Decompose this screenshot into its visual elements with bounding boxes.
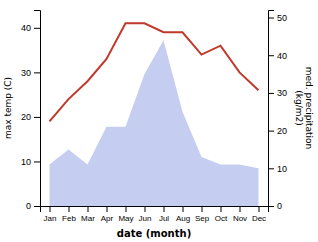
- tick: 20: [268, 126, 287, 136]
- tick-label: 50: [277, 13, 287, 23]
- tick: 30: [21, 68, 40, 78]
- tick-mark: [183, 206, 184, 212]
- tick-mark: [268, 206, 274, 207]
- tick: 30: [268, 88, 287, 98]
- tick-mark: [34, 28, 40, 29]
- tick-label: 10: [277, 164, 287, 174]
- tick: 0: [26, 201, 40, 211]
- tick: 10: [21, 157, 40, 167]
- tick-mark: [202, 206, 203, 212]
- tick-label: Oct: [215, 214, 228, 223]
- tick: Oct: [215, 206, 228, 223]
- plot: Jan Feb Mar Apr May Jun Jul Aug Sep Oct Nov Dec 0 10 2…: [21, 11, 287, 223]
- y-axis-line: [34, 11, 41, 207]
- tick-label: May: [118, 214, 133, 223]
- tick-label: Aug: [176, 214, 190, 223]
- tick-mark: [268, 18, 274, 19]
- temperature-line: [50, 23, 259, 121]
- tick: Dec: [252, 206, 266, 223]
- tick: Jun: [139, 206, 152, 223]
- tick-label: Jul: [159, 214, 169, 223]
- tick: Jan: [44, 206, 57, 223]
- tick: 20: [21, 112, 40, 122]
- tick-mark: [145, 206, 146, 212]
- tick: Mar: [81, 206, 95, 223]
- tick-mark: [34, 161, 40, 162]
- tick-mark: [34, 117, 40, 118]
- chart: Jan Feb Mar Apr May Jun Jul Aug Sep Oct Nov Dec 0 10 2…: [0, 0, 318, 242]
- tick-mark: [164, 206, 165, 212]
- tick-label: Dec: [252, 214, 266, 223]
- tick-mark: [240, 206, 241, 212]
- tick: May: [118, 206, 133, 223]
- tick-mark: [69, 206, 70, 212]
- tick: 10: [268, 164, 287, 174]
- tick-label: 30: [277, 88, 287, 98]
- x-axis-line: [41, 207, 269, 213]
- tick-label: Sep: [195, 214, 210, 223]
- tick: 40: [268, 51, 287, 61]
- tick-mark: [221, 206, 222, 212]
- tick-mark: [34, 72, 40, 73]
- x-axis: Jan Feb Mar Apr May Jun Jul Aug Sep Oct Nov Dec: [41, 206, 269, 223]
- tick: 50: [268, 13, 287, 23]
- tick-label: Mar: [81, 214, 95, 223]
- tick-label: Apr: [101, 214, 114, 223]
- tick-label: 10: [21, 157, 31, 167]
- tick-label: 40: [21, 23, 31, 33]
- tick: Apr: [101, 206, 114, 223]
- y2-axis: 0 10 20 30 40 50: [268, 11, 287, 212]
- y-axis-title: max temp (C): [3, 77, 13, 139]
- tick-mark: [268, 131, 274, 132]
- tick: Sep: [195, 206, 210, 223]
- tick-mark: [107, 206, 108, 212]
- tick: Nov: [233, 206, 247, 223]
- tick-mark: [50, 206, 51, 212]
- y-axis: 0 10 20 30 40: [21, 11, 41, 212]
- tick: 40: [21, 23, 40, 33]
- marks: [50, 23, 259, 206]
- tick-label: 20: [21, 112, 31, 122]
- y2-axis-line: [269, 11, 275, 207]
- precipitation-area: [50, 40, 259, 206]
- tick-mark: [268, 168, 274, 169]
- tick-label: 30: [21, 68, 31, 78]
- tick-mark: [34, 206, 40, 207]
- tick-label: 40: [277, 51, 287, 61]
- tick: 0: [268, 201, 282, 211]
- x-axis-title: date (month): [117, 228, 191, 239]
- tick-label: Jan: [44, 214, 57, 223]
- tick-label: 0: [26, 201, 31, 211]
- tick-mark: [268, 55, 274, 56]
- tick-mark: [259, 206, 260, 212]
- tick-mark: [268, 93, 274, 94]
- tick-label: Nov: [233, 214, 247, 223]
- tick-mark: [88, 206, 89, 212]
- tick: Jul: [159, 206, 169, 223]
- tick: Aug: [176, 206, 190, 223]
- tick-label: 0: [277, 201, 282, 211]
- tick-label: 20: [277, 126, 287, 136]
- y2-axis-title: med. precipitation(kg/m2): [294, 67, 314, 149]
- tick: Feb: [62, 206, 76, 223]
- tick-label: Feb: [62, 214, 76, 223]
- tick-label: Jun: [139, 214, 152, 223]
- tick-mark: [126, 206, 127, 212]
